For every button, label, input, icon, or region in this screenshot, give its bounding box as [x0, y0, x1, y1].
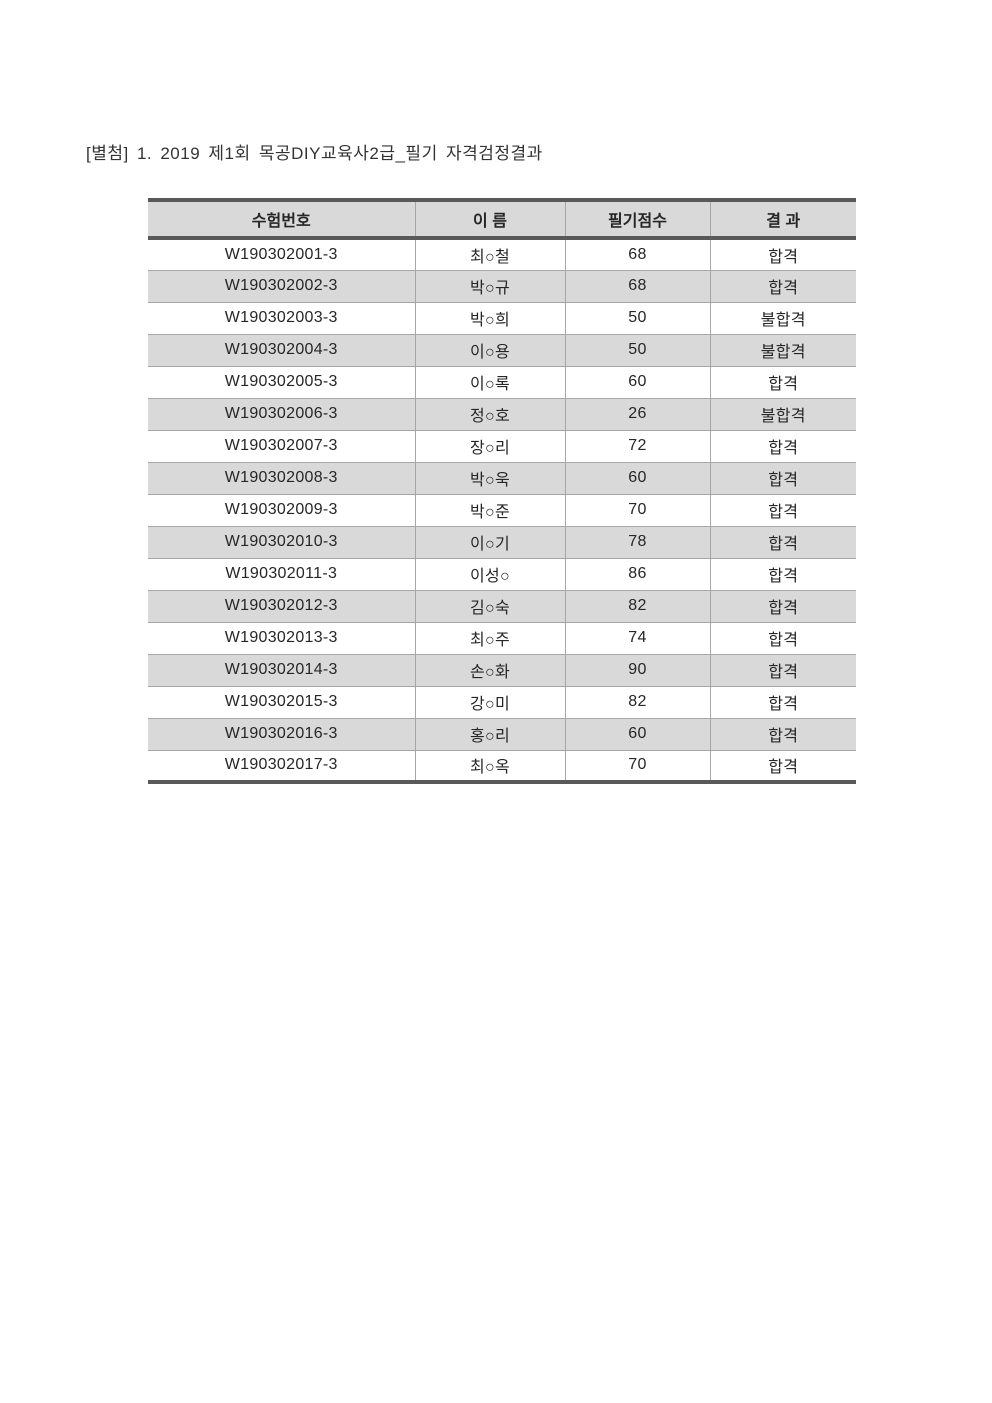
- result-cell: 합격: [710, 685, 856, 718]
- table-row: W190302013-3 최○주 74 합격: [148, 621, 856, 654]
- table-row: W190302005-3 이○록 60 합격: [148, 365, 856, 398]
- name-cell: 최○옥: [415, 749, 566, 784]
- exam-number-cell: W190302001-3: [148, 238, 416, 270]
- table-row: W190302004-3 이○용 50 불합격: [148, 333, 856, 366]
- name-cell: 이○록: [415, 365, 566, 398]
- column-header-written-score: 필기점수: [565, 198, 711, 240]
- score-cell: 26: [565, 397, 711, 430]
- score-cell: 50: [565, 333, 711, 366]
- score-cell: 72: [565, 429, 711, 462]
- result-cell: 합격: [710, 653, 856, 686]
- table-row: W190302003-3 박○희 50 불합격: [148, 301, 856, 334]
- column-header-result: 결 과: [710, 198, 856, 240]
- exam-number-cell: W190302016-3: [148, 717, 416, 750]
- result-cell: 합격: [710, 269, 856, 302]
- result-cell: 합격: [710, 238, 856, 270]
- score-cell: 86: [565, 557, 711, 590]
- exam-number-cell: W190302003-3: [148, 301, 416, 334]
- table-row: W190302012-3 김○숙 82 합격: [148, 589, 856, 622]
- name-cell: 박○준: [415, 493, 566, 526]
- exam-number-cell: W190302010-3: [148, 525, 416, 558]
- name-cell: 이○용: [415, 333, 566, 366]
- score-cell: 60: [565, 365, 711, 398]
- result-cell: 합격: [710, 461, 856, 494]
- score-cell: 70: [565, 493, 711, 526]
- score-cell: 50: [565, 301, 711, 334]
- results-table-header: 수험번호 이 름 필기점수 결 과: [148, 198, 856, 240]
- name-cell: 손○화: [415, 653, 566, 686]
- exam-number-cell: W190302009-3: [148, 493, 416, 526]
- name-cell: 정○호: [415, 397, 566, 430]
- name-cell: 홍○리: [415, 717, 566, 750]
- table-row: W190302008-3 박○욱 60 합격: [148, 461, 856, 494]
- name-cell: 장○리: [415, 429, 566, 462]
- table-row: W190302011-3 이성○ 86 합격: [148, 557, 856, 590]
- name-cell: 이성○: [415, 557, 566, 590]
- results-table: 수험번호 이 름 필기점수 결 과 W190302001-3 최○철 68 합격 W19…: [148, 198, 856, 784]
- table-row: W190302007-3 장○리 72 합격: [148, 429, 856, 462]
- table-row: W190302015-3 강○미 82 합격: [148, 685, 856, 718]
- name-cell: 박○규: [415, 269, 566, 302]
- name-cell: 최○철: [415, 238, 566, 270]
- table-row: W190302014-3 손○화 90 합격: [148, 653, 856, 686]
- table-row: W190302001-3 최○철 68 합격: [148, 238, 856, 270]
- score-cell: 68: [565, 269, 711, 302]
- result-cell: 불합격: [710, 301, 856, 334]
- score-cell: 90: [565, 653, 711, 686]
- result-cell: 합격: [710, 717, 856, 750]
- table-row: W190302002-3 박○규 68 합격: [148, 269, 856, 302]
- score-cell: 60: [565, 717, 711, 750]
- result-cell: 합격: [710, 429, 856, 462]
- result-cell: 합격: [710, 557, 856, 590]
- exam-number-cell: W190302015-3: [148, 685, 416, 718]
- result-cell: 합격: [710, 525, 856, 558]
- results-table-body: W190302001-3 최○철 68 합격 W190302002-3 박○규 68 합격 W1…: [148, 238, 856, 784]
- score-cell: 82: [565, 685, 711, 718]
- name-cell: 박○희: [415, 301, 566, 334]
- exam-number-cell: W190302012-3: [148, 589, 416, 622]
- column-header-exam-number: 수험번호: [148, 198, 416, 240]
- header-row: 수험번호 이 름 필기점수 결 과: [148, 198, 856, 240]
- table-row: W190302010-3 이○기 78 합격: [148, 525, 856, 558]
- exam-number-cell: W190302006-3: [148, 397, 416, 430]
- column-header-name: 이 름: [415, 198, 566, 240]
- exam-number-cell: W190302014-3: [148, 653, 416, 686]
- exam-number-cell: W190302013-3: [148, 621, 416, 654]
- exam-number-cell: W190302017-3: [148, 749, 416, 784]
- result-cell: 합격: [710, 749, 856, 784]
- score-cell: 70: [565, 749, 711, 784]
- score-cell: 74: [565, 621, 711, 654]
- exam-number-cell: W190302007-3: [148, 429, 416, 462]
- score-cell: 78: [565, 525, 711, 558]
- result-cell: 합격: [710, 493, 856, 526]
- table-row: W190302006-3 정○호 26 불합격: [148, 397, 856, 430]
- exam-number-cell: W190302002-3: [148, 269, 416, 302]
- table-row: W190302009-3 박○준 70 합격: [148, 493, 856, 526]
- page-title: [별첨] 1. 2019 제1회 목공DIY교육사2급_필기 자격검정결과: [86, 144, 543, 163]
- score-cell: 60: [565, 461, 711, 494]
- table-row: W190302017-3 최○옥 70 합격: [148, 749, 856, 784]
- result-cell: 합격: [710, 365, 856, 398]
- exam-number-cell: W190302011-3: [148, 557, 416, 590]
- name-cell: 이○기: [415, 525, 566, 558]
- name-cell: 강○미: [415, 685, 566, 718]
- name-cell: 김○숙: [415, 589, 566, 622]
- name-cell: 박○욱: [415, 461, 566, 494]
- score-cell: 68: [565, 238, 711, 270]
- result-cell: 합격: [710, 589, 856, 622]
- result-cell: 합격: [710, 621, 856, 654]
- result-cell: 불합격: [710, 333, 856, 366]
- exam-number-cell: W190302008-3: [148, 461, 416, 494]
- table-row: W190302016-3 홍○리 60 합격: [148, 717, 856, 750]
- name-cell: 최○주: [415, 621, 566, 654]
- score-cell: 82: [565, 589, 711, 622]
- exam-number-cell: W190302004-3: [148, 333, 416, 366]
- exam-number-cell: W190302005-3: [148, 365, 416, 398]
- result-cell: 불합격: [710, 397, 856, 430]
